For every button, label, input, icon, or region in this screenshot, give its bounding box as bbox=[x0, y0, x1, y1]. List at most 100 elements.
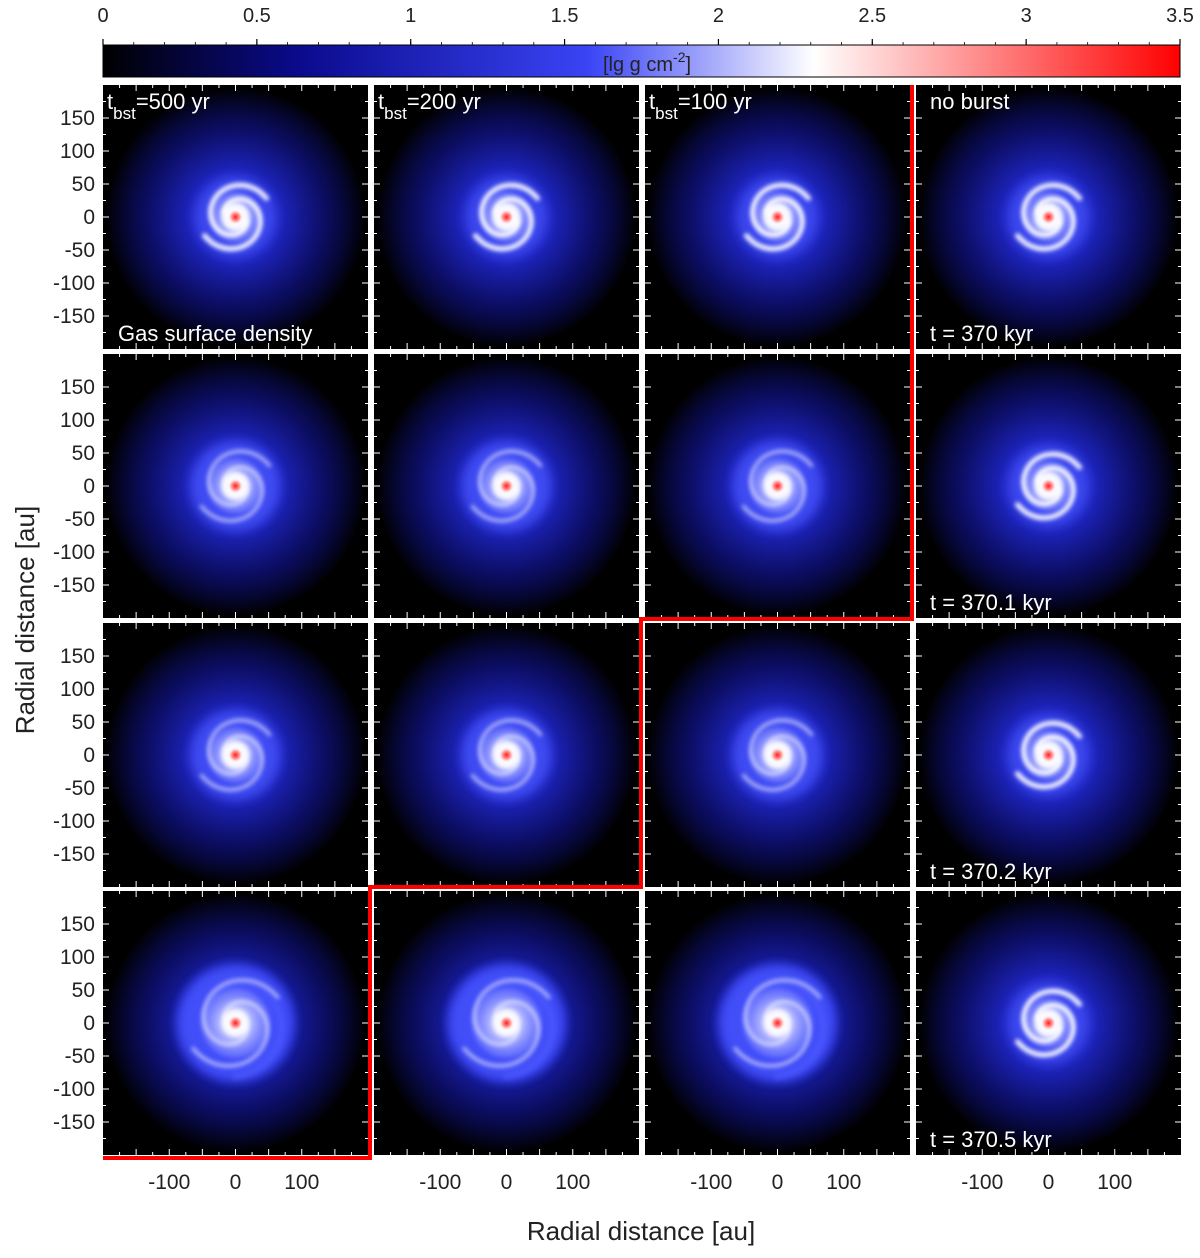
disk-panel bbox=[374, 354, 639, 618]
disk-panel bbox=[374, 623, 639, 887]
x-tick-label: -100 bbox=[419, 1171, 461, 1194]
disk-core bbox=[1040, 747, 1057, 763]
x-tick-label: 0 bbox=[501, 1171, 513, 1194]
column-label: tbst=100 yr bbox=[649, 89, 752, 123]
colorbar: 0 0.5 1 1.5 2 2.5 3 3.5 [lg g cm-2] bbox=[97, 5, 1194, 78]
colorbar-tick-label: 0 bbox=[97, 5, 108, 27]
disk-panel bbox=[374, 891, 639, 1155]
x-tick-label: -100 bbox=[690, 1171, 732, 1194]
disk-core bbox=[498, 1015, 515, 1031]
x-tick-label: 100 bbox=[1097, 1171, 1132, 1194]
row-time-label: t = 370.2 kyr bbox=[930, 859, 1052, 884]
y-tick-label: -50 bbox=[65, 1045, 95, 1068]
burst-boundary-line bbox=[103, 85, 914, 1160]
disk-panel bbox=[103, 354, 368, 618]
row-time-label: t = 370 kyr bbox=[930, 321, 1033, 346]
spiral-arm bbox=[478, 449, 543, 507]
disk-panel bbox=[645, 891, 910, 1155]
disk-panel bbox=[645, 354, 910, 618]
y-tick-label: -150 bbox=[53, 574, 95, 597]
x-tick-labels: -100 0 100 -100 0 100 -100 0 100 -100 0 100 bbox=[148, 1171, 1132, 1194]
quantity-label: Gas surface density bbox=[118, 321, 312, 346]
column-label: tbst=200 yr bbox=[378, 89, 481, 123]
spiral-arm bbox=[202, 196, 263, 252]
disk-panel: t = 370.2 kyr bbox=[916, 623, 1181, 887]
colorbar-tick-label: 1.5 bbox=[551, 5, 579, 27]
y-tick-label: -150 bbox=[53, 1111, 95, 1134]
y-tick-label: 50 bbox=[72, 173, 95, 196]
disk-core bbox=[227, 747, 244, 763]
disk-core bbox=[1040, 1015, 1057, 1031]
spiral-arm bbox=[207, 449, 272, 507]
spiral-arm bbox=[733, 999, 812, 1068]
disk-core bbox=[769, 478, 786, 494]
disk-panel: no burst t = 370 kyr bbox=[916, 85, 1181, 349]
x-tick-label: 0 bbox=[772, 1171, 784, 1194]
y-tick-label: 50 bbox=[72, 442, 95, 465]
disk-core bbox=[498, 747, 515, 763]
spiral-arm bbox=[1021, 182, 1082, 238]
disk-core bbox=[769, 209, 786, 225]
x-tick-label: 100 bbox=[826, 1171, 861, 1194]
disk-panel: t = 370.1 kyr bbox=[916, 354, 1181, 618]
y-tick-label: 50 bbox=[72, 711, 95, 734]
disk-core bbox=[498, 478, 515, 494]
spiral-arm bbox=[462, 999, 541, 1068]
y-tick-label: 0 bbox=[83, 206, 95, 229]
y-tick-label: -50 bbox=[65, 508, 95, 531]
y-tick-label: -100 bbox=[53, 272, 95, 295]
colorbar-tick-label: 2 bbox=[713, 5, 724, 27]
y-tick-label: -150 bbox=[53, 843, 95, 866]
colorbar-tick-label: 0.5 bbox=[243, 5, 271, 27]
colorbar-ticks: 0 0.5 1 1.5 2 2.5 3 3.5 bbox=[97, 5, 1194, 45]
spiral-arm bbox=[1021, 451, 1082, 507]
x-axis-title: Radial distance [au] bbox=[527, 1216, 755, 1246]
spiral-arm bbox=[1015, 1002, 1076, 1058]
y-tick-label: 100 bbox=[60, 678, 95, 701]
x-tick-label: -100 bbox=[961, 1171, 1003, 1194]
disk-core bbox=[227, 209, 244, 225]
spiral-arm bbox=[201, 978, 280, 1047]
spiral-arm bbox=[208, 182, 269, 238]
x-tick-label: -100 bbox=[148, 1171, 190, 1194]
spiral-arm bbox=[199, 465, 264, 523]
disk-panel bbox=[645, 623, 910, 887]
x-tick-label: 100 bbox=[555, 1171, 590, 1194]
spiral-arm bbox=[1021, 720, 1082, 776]
x-tick-label: 0 bbox=[230, 1171, 242, 1194]
y-tick-label: 100 bbox=[60, 946, 95, 969]
colorbar-tick-label: 2.5 bbox=[858, 5, 886, 27]
spiral-arm bbox=[750, 182, 811, 238]
spiral-arm bbox=[470, 465, 535, 523]
y-tick-label: -100 bbox=[53, 541, 95, 564]
y-tick-label: -100 bbox=[53, 1078, 95, 1101]
y-tick-label: 100 bbox=[60, 409, 95, 432]
spiral-arm bbox=[741, 734, 806, 792]
y-tick-label: -150 bbox=[53, 305, 95, 328]
disk-panel: tbst=500 yr Gas surface density bbox=[103, 85, 368, 349]
y-tick-label: -50 bbox=[65, 777, 95, 800]
spiral-arm bbox=[191, 999, 270, 1068]
spiral-arm bbox=[470, 734, 535, 792]
y-tick-label: 0 bbox=[83, 744, 95, 767]
column-label: no burst bbox=[930, 89, 1010, 114]
y-tick-label: 100 bbox=[60, 140, 95, 163]
disk-core bbox=[227, 478, 244, 494]
spiral-arm bbox=[744, 196, 805, 252]
column-label: tbst=500 yr bbox=[107, 89, 210, 123]
disk-panel bbox=[103, 891, 368, 1155]
y-tick-label: 50 bbox=[72, 979, 95, 1002]
disk-core bbox=[769, 747, 786, 763]
spiral-arm bbox=[1021, 988, 1082, 1044]
y-tick-label: 0 bbox=[83, 475, 95, 498]
spiral-arm bbox=[1015, 196, 1076, 252]
spiral-arm bbox=[749, 718, 814, 776]
spiral-arm bbox=[472, 978, 551, 1047]
spiral-arm bbox=[478, 718, 543, 776]
spiral-arm bbox=[199, 734, 264, 792]
y-tick-label: 150 bbox=[60, 376, 95, 399]
spiral-arm bbox=[1015, 734, 1076, 790]
y-tick-label: -100 bbox=[53, 810, 95, 833]
colorbar-unit-label: [lg g cm-2] bbox=[603, 49, 691, 76]
